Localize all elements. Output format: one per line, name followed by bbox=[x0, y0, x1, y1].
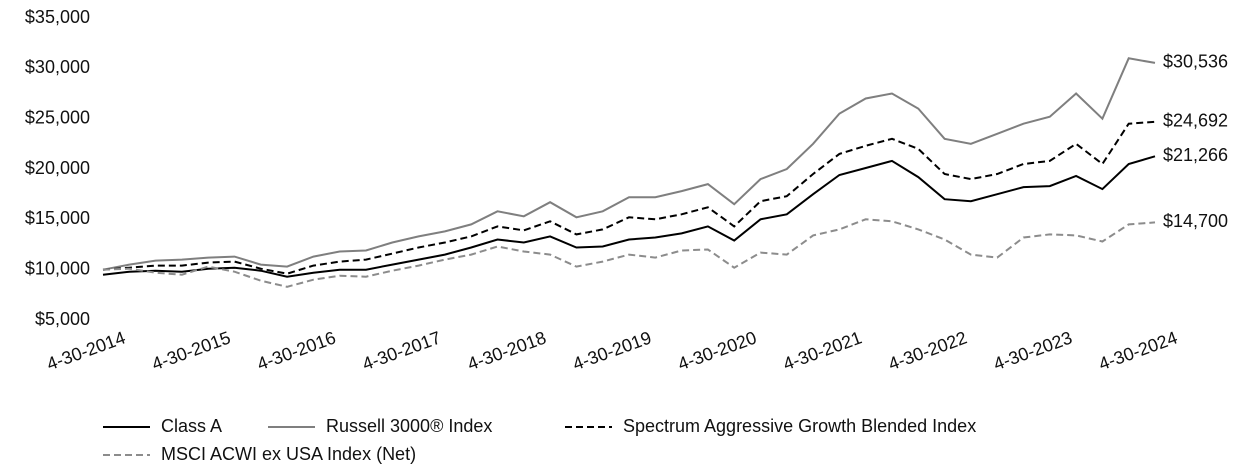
end-value-label: $14,700 bbox=[1163, 211, 1228, 231]
y-tick-label: $30,000 bbox=[25, 57, 90, 77]
y-tick-label: $15,000 bbox=[25, 208, 90, 228]
y-tick-label: $10,000 bbox=[25, 258, 90, 278]
y-tick-label: $25,000 bbox=[25, 107, 90, 127]
x-tick-label: 4-30-2014 bbox=[44, 327, 128, 374]
x-tick-label: 4-30-2020 bbox=[675, 327, 759, 374]
x-tick-label: 4-30-2017 bbox=[360, 327, 444, 374]
x-tick-label: 4-30-2016 bbox=[254, 327, 338, 374]
y-tick-label: $35,000 bbox=[25, 7, 90, 27]
legend-label: Russell 3000® Index bbox=[326, 416, 492, 436]
series-line bbox=[102, 57, 1156, 271]
series-line bbox=[102, 120, 1156, 275]
y-tick-label: $20,000 bbox=[25, 158, 90, 178]
end-value-label: $21,266 bbox=[1163, 145, 1228, 165]
x-tick-label: 4-30-2022 bbox=[886, 327, 970, 374]
legend-label: Class A bbox=[161, 416, 222, 436]
end-value-label: $30,536 bbox=[1163, 52, 1228, 72]
end-value-label: $24,692 bbox=[1163, 111, 1228, 131]
x-tick-label: 4-30-2024 bbox=[1096, 327, 1180, 374]
x-tick-label: 4-30-2019 bbox=[570, 327, 654, 374]
legend-label: Spectrum Aggressive Growth Blended Index bbox=[623, 416, 976, 436]
y-tick-label: $5,000 bbox=[35, 309, 90, 329]
series-line bbox=[102, 218, 1156, 288]
x-tick-label: 4-30-2021 bbox=[780, 327, 864, 374]
x-tick-label: 4-30-2015 bbox=[149, 327, 233, 374]
x-tick-label: 4-30-2018 bbox=[465, 327, 549, 374]
legend-label: MSCI ACWI ex USA Index (Net) bbox=[161, 444, 416, 464]
series-line bbox=[102, 155, 1156, 278]
x-tick-label: 4-30-2023 bbox=[991, 327, 1075, 374]
